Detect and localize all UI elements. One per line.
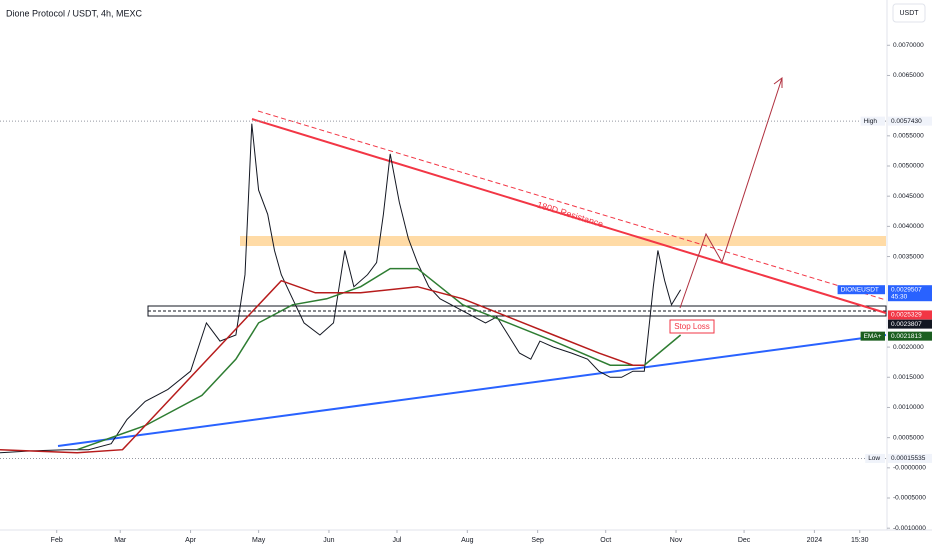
- price-tag-box: [837, 285, 885, 295]
- price-label-box: [888, 331, 932, 341]
- y-tick-label: 0.0010000: [893, 404, 924, 411]
- series-line: [76, 267, 682, 451]
- stop-loss-box: [669, 319, 715, 334]
- price-tag-box: [860, 331, 885, 341]
- x-tick-label: Oct: [600, 537, 611, 544]
- x-tick-label: 15:30: [851, 537, 869, 544]
- price-label-box: [888, 285, 932, 302]
- y-tick-label: -0.0005000: [893, 495, 926, 502]
- chart-title: Dione Protocol / USDT, 4h, MEXC: [6, 8, 143, 18]
- y-tick-label: -0.0000000: [893, 465, 926, 472]
- x-tick-label: Mar: [114, 537, 127, 544]
- price-label: 0.0023807: [891, 321, 922, 328]
- price-tag: Low: [868, 455, 880, 462]
- x-tick-label: May: [252, 537, 266, 544]
- x-tick-label: Jul: [393, 537, 402, 544]
- price-label: 0.0057430: [891, 118, 922, 125]
- y-tick-label: 0.0020000: [893, 344, 924, 351]
- price-tag: EMA+: [864, 333, 882, 340]
- price-label: 0.0021813: [891, 333, 922, 340]
- y-tick-label: 0.0065000: [893, 72, 924, 79]
- arrow-head: [773, 77, 783, 88]
- price-tag-box: [860, 116, 885, 126]
- projection-arrow: [679, 77, 783, 309]
- price-label-box: [888, 116, 932, 126]
- x-tick-label: Nov: [670, 537, 683, 544]
- price-label-box: [888, 310, 932, 320]
- y-tick-label: 0.0015000: [893, 374, 924, 381]
- resistance-line: [251, 118, 887, 314]
- price-label-box: [888, 453, 932, 463]
- y-tick-label: -0.0010000: [893, 525, 926, 532]
- y-tick-label: 0.0070000: [893, 42, 924, 49]
- annotation: Stop Loss: [674, 322, 710, 331]
- price-label: 0.00015535: [891, 455, 926, 462]
- price-tag: High: [864, 118, 878, 125]
- price-tag: DIONEUSDT: [841, 286, 879, 293]
- y-tick-label: 0.0055000: [893, 133, 924, 140]
- series-line: [0, 279, 645, 454]
- series-line: [0, 123, 682, 454]
- x-tick-label: Apr: [185, 537, 197, 544]
- x-tick-label: Feb: [51, 537, 63, 544]
- resistance-zone: [240, 236, 886, 246]
- currency[interactable]: USDT: [899, 10, 919, 17]
- x-tick-label: Aug: [461, 537, 474, 544]
- y-tick-label: 0.0040000: [893, 223, 924, 230]
- y-tick-label: 0.0005000: [893, 434, 924, 441]
- price-label-box: [888, 319, 932, 329]
- price-label: 0.0025329: [891, 312, 922, 319]
- resistance-dashed: [257, 110, 887, 301]
- x-tick-label: Jun: [323, 537, 334, 544]
- support-line: [57, 334, 887, 447]
- x-tick-label: Dec: [738, 537, 751, 544]
- price-tag-box: [865, 453, 885, 463]
- x-tick-label: 2024: [807, 537, 823, 544]
- currency-button[interactable]: [892, 3, 926, 23]
- y-tick-label: 0.0035000: [893, 253, 924, 260]
- price-label-extra: 45:30: [891, 293, 908, 300]
- price-label: 0.0029507: [891, 286, 922, 293]
- y-tick-label: 0.0045000: [893, 193, 924, 200]
- x-tick-label: Sep: [531, 537, 544, 544]
- y-tick-label: 0.0050000: [893, 163, 924, 170]
